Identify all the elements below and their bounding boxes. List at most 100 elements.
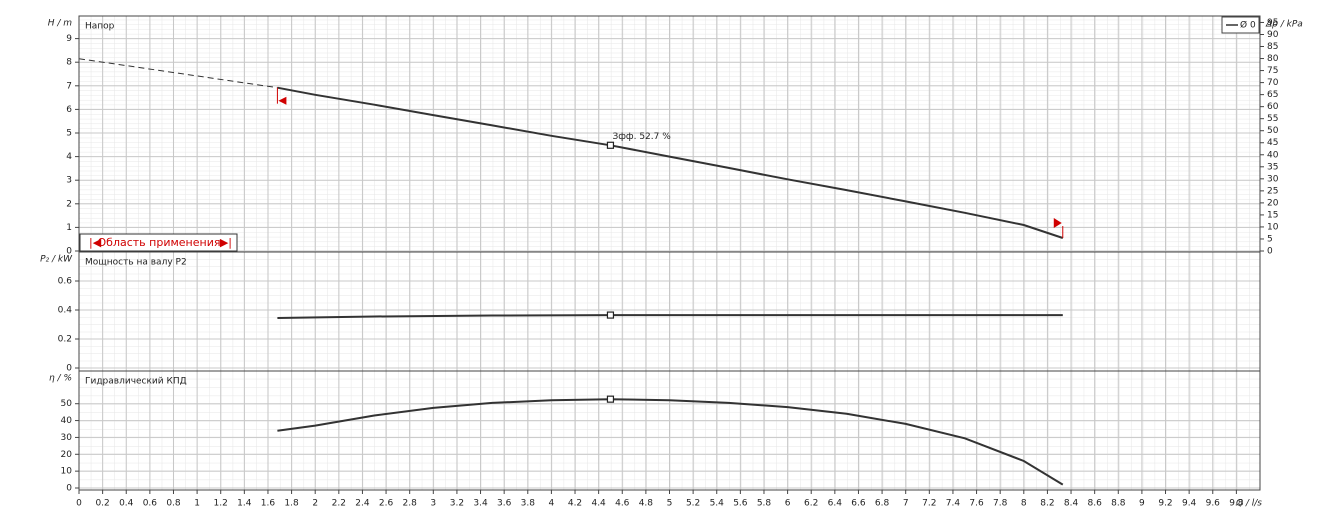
y2-tick-label: 15 bbox=[1267, 210, 1278, 220]
range-box bbox=[79, 233, 238, 252]
y2-tick-label: 85 bbox=[1267, 42, 1278, 52]
y-tick-label: 1 bbox=[66, 223, 72, 233]
y2-tick-label: 55 bbox=[1267, 114, 1278, 124]
x-tick-label: 0.8 bbox=[166, 499, 181, 509]
x-tick-label: 9.2 bbox=[1158, 499, 1172, 509]
y-tick-label: 0.6 bbox=[58, 277, 73, 287]
y-tick-label: 20 bbox=[61, 450, 73, 460]
y-tick-label: 40 bbox=[61, 416, 73, 426]
x-tick-label: 8.8 bbox=[1111, 499, 1126, 509]
x-tick-label: 4.4 bbox=[591, 499, 606, 509]
y2-tick-label: 35 bbox=[1267, 162, 1278, 172]
y-tick-label: 8 bbox=[66, 58, 72, 68]
x-tick-label: 5 bbox=[667, 499, 673, 509]
curve bbox=[277, 86, 1064, 239]
duty-point bbox=[606, 395, 615, 403]
x-tick-label: 9.6 bbox=[1206, 499, 1221, 509]
x-tick-label: 7.4 bbox=[946, 499, 961, 509]
x-tick-label: 1.6 bbox=[261, 499, 276, 509]
y-tick-label: 2 bbox=[66, 199, 72, 209]
duty-point bbox=[606, 141, 615, 149]
y2-tick-label: 60 bbox=[1267, 102, 1279, 112]
y-tick-label: 10 bbox=[61, 467, 73, 477]
y2-tick-label: 5 bbox=[1267, 234, 1273, 244]
x-tick-label: 3 bbox=[430, 499, 436, 509]
x-tick-label: 5.8 bbox=[757, 499, 772, 509]
x-tick-label: 6 bbox=[785, 499, 791, 509]
x-tick-label: 2.2 bbox=[332, 499, 346, 509]
range-arrow-left: |◀ bbox=[89, 236, 102, 249]
y-tick-label: 50 bbox=[61, 399, 73, 409]
y-tick-label: 3 bbox=[66, 176, 72, 186]
marks bbox=[78, 58, 1064, 486]
panel-label: Напор bbox=[85, 22, 115, 32]
y-tick-label: 0 bbox=[66, 364, 72, 374]
y-tick-label: 5 bbox=[66, 129, 72, 139]
y2-tick-label: 20 bbox=[1267, 198, 1279, 208]
y2-axis-label: Δp / kPa bbox=[1265, 20, 1303, 30]
y2-tick-label: 95 bbox=[1267, 18, 1278, 28]
x-tick-label: 4 bbox=[549, 499, 555, 509]
x-tick-label: 6.8 bbox=[875, 499, 890, 509]
duty-annotation: Зфф. 52.7 % bbox=[612, 132, 671, 142]
x-tick-label: 0.4 bbox=[119, 499, 134, 509]
x-tick-label: 8 bbox=[1021, 499, 1027, 509]
x-tick-label: 7 bbox=[903, 499, 909, 509]
y-tick-label: 6 bbox=[66, 105, 72, 115]
y-axis-label: η / % bbox=[49, 374, 72, 384]
legend-label: Ø 0 bbox=[1240, 20, 1256, 31]
x-tick-label: 2.8 bbox=[403, 499, 418, 509]
x-tick-label: 6.4 bbox=[828, 499, 843, 509]
x-tick-label: 1.8 bbox=[284, 499, 299, 509]
y2-tick-label: 70 bbox=[1267, 78, 1279, 88]
x-tick-label: 5.4 bbox=[710, 499, 725, 509]
y2-tick-label: 65 bbox=[1267, 90, 1278, 100]
range-label: Область применения bbox=[98, 236, 221, 249]
y2-tick-label: 45 bbox=[1267, 138, 1278, 148]
y2-tick-label: 75 bbox=[1267, 66, 1278, 76]
curve bbox=[277, 398, 1064, 486]
x-tick-label: 6.2 bbox=[804, 499, 818, 509]
x-tick-label: 5.2 bbox=[686, 499, 700, 509]
x-tick-label: 1.4 bbox=[237, 499, 252, 509]
y2-tick-label: 40 bbox=[1267, 150, 1279, 160]
y2-tick-label: 30 bbox=[1267, 174, 1279, 184]
x-tick-label: 2.4 bbox=[355, 499, 370, 509]
x-tick-label: 3.2 bbox=[450, 499, 464, 509]
x-tick-label: 9.8 bbox=[1229, 499, 1244, 509]
y2-tick-label: 50 bbox=[1267, 126, 1279, 136]
x-tick-label: 1 bbox=[194, 499, 200, 509]
y-tick-label: 30 bbox=[61, 433, 73, 443]
x-tick-label: 4.2 bbox=[568, 499, 582, 509]
y-axis-label: P₂ / kW bbox=[40, 255, 73, 265]
x-tick-label: 4.8 bbox=[639, 499, 654, 509]
legend-box bbox=[1221, 16, 1260, 34]
y2-tick-label: 0 bbox=[1267, 247, 1273, 257]
grids bbox=[78, 16, 1260, 490]
x-tick-label: 2 bbox=[312, 499, 318, 509]
x-tick-label: 5.6 bbox=[733, 499, 748, 509]
y-tick-label: 0.2 bbox=[58, 335, 72, 345]
y2-tick-label: 25 bbox=[1267, 186, 1278, 196]
panel-label: Мощность на валу P2 bbox=[85, 258, 187, 268]
x-tick-label: 3.8 bbox=[521, 499, 536, 509]
x-tick-label: 8.2 bbox=[1040, 499, 1054, 509]
y-tick-label: 0 bbox=[66, 484, 72, 494]
y-tick-label: 4 bbox=[66, 152, 72, 162]
x-tick-label: 7.6 bbox=[969, 499, 984, 509]
y-tick-label: 7 bbox=[66, 81, 72, 91]
x-tick-label: 2.6 bbox=[379, 499, 394, 509]
y-tick-label: 0.4 bbox=[58, 306, 73, 316]
panel-label: Гидравлический КПД bbox=[85, 377, 187, 387]
x-tick-label: 0 bbox=[76, 499, 82, 509]
x-tick-label: 6.6 bbox=[851, 499, 866, 509]
x-axis-label: Q / l/s bbox=[1236, 499, 1262, 509]
x-tick-label: 0.6 bbox=[143, 499, 158, 509]
x-tick-label: 1.2 bbox=[214, 499, 228, 509]
y2-tick-label: 90 bbox=[1267, 30, 1279, 40]
x-tick-label: 3.4 bbox=[473, 499, 488, 509]
y2-tick-label: 80 bbox=[1267, 54, 1279, 64]
x-tick-label: 7.2 bbox=[922, 499, 936, 509]
